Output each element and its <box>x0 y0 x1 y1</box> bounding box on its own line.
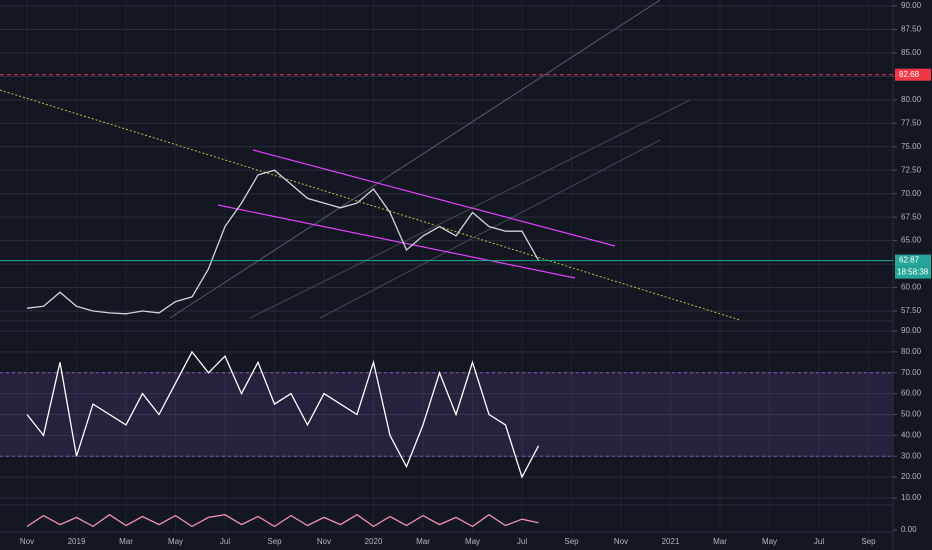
x-tick-label: May <box>168 537 183 546</box>
x-tick-label: Jul <box>220 537 230 546</box>
price-label-box <box>895 68 931 81</box>
time-label: 18:58:38 <box>897 268 929 277</box>
series-line <box>26 169 540 315</box>
y-tick-label: 90.00 <box>901 326 922 335</box>
x-tick-label: Nov <box>20 537 34 546</box>
series-line <box>26 350 540 479</box>
y-tick-label: 75.00 <box>901 142 922 151</box>
rsi-band <box>0 372 893 457</box>
x-tick-label: 2021 <box>662 537 680 546</box>
x-tick-label: May <box>762 537 777 546</box>
y-tick-label: 85.00 <box>901 48 922 57</box>
y-tick-label: 77.50 <box>901 118 922 127</box>
x-tick-label: Mar <box>416 537 430 546</box>
x-tick-label: Sep <box>861 537 876 546</box>
y-tick-label: 65.00 <box>901 236 922 245</box>
fan-line <box>319 139 661 319</box>
y-tick-label: 60.00 <box>901 283 922 292</box>
series-line <box>26 513 539 528</box>
channel-line <box>217 204 576 279</box>
y-tick-label: 70.00 <box>901 368 922 377</box>
x-tick-label: Sep <box>564 537 579 546</box>
y-tick-label: 20.00 <box>901 472 922 481</box>
x-tick-label: 2019 <box>68 537 86 546</box>
fan-line <box>249 99 691 319</box>
y-tick-label: 0.00 <box>901 525 917 534</box>
x-tick-label: Mar <box>713 537 727 546</box>
x-tick-label: May <box>465 537 480 546</box>
y-tick-label: 30.00 <box>901 451 922 460</box>
y-tick-label: 72.50 <box>901 165 922 174</box>
x-tick-label: Jul <box>814 537 824 546</box>
y-tick-label: 80.00 <box>901 95 922 104</box>
fan-line <box>169 0 661 319</box>
time-label-box <box>895 266 931 279</box>
y-tick-label: 60.00 <box>901 389 922 398</box>
price-label: 62.87 <box>899 256 920 265</box>
y-tick-label: 87.50 <box>901 25 922 34</box>
trend-line <box>0 89 741 321</box>
x-tick-label: Jul <box>517 537 527 546</box>
y-tick-label: 90.00 <box>901 1 922 10</box>
y-tick-label: 10.00 <box>901 493 922 502</box>
y-tick-label: 70.00 <box>901 189 922 198</box>
y-tick-label: 57.50 <box>901 306 922 315</box>
channel-line <box>252 149 616 247</box>
y-tick-label: 80.00 <box>901 347 922 356</box>
y-tick-label: 67.50 <box>901 212 922 221</box>
y-tick-label: 40.00 <box>901 430 922 439</box>
price-label-box <box>895 254 931 267</box>
price-label: 82.68 <box>899 70 920 79</box>
x-tick-label: Sep <box>267 537 282 546</box>
x-tick-label: Nov <box>317 537 331 546</box>
x-tick-label: 2020 <box>365 537 383 546</box>
x-tick-label: Nov <box>614 537 628 546</box>
y-tick-label: 50.00 <box>901 410 922 419</box>
x-tick-label: Mar <box>119 537 133 546</box>
